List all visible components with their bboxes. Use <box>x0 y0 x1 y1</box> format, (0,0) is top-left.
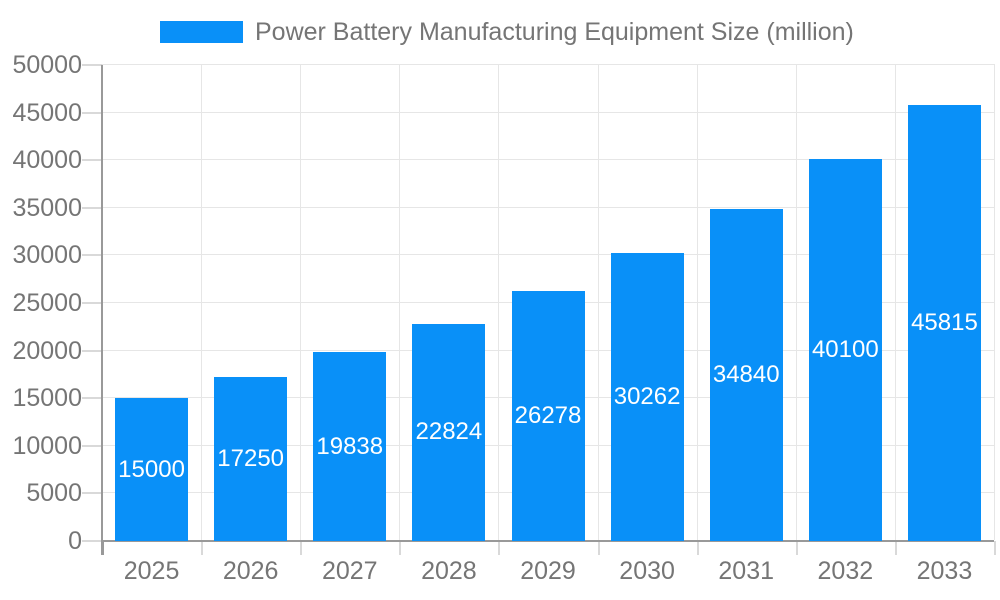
y-tick-label: 5000 <box>26 479 82 508</box>
y-tick-mark <box>82 302 102 304</box>
x-tick-label: 2030 <box>619 557 675 585</box>
h-gridline <box>102 64 994 65</box>
x-tick-label: 2032 <box>817 557 874 585</box>
h-gridline <box>102 254 994 256</box>
h-gridline <box>102 111 994 113</box>
x-tick-label: 2028 <box>421 557 477 585</box>
y-tick-label: 40000 <box>12 146 82 175</box>
h-gridline <box>102 159 994 161</box>
y-tick-mark <box>82 444 102 447</box>
y-tick-label: 10000 <box>12 431 82 460</box>
bar <box>709 209 783 541</box>
x-tick-mark <box>894 541 897 555</box>
y-tick-mark <box>82 111 102 114</box>
v-gridline <box>696 64 698 540</box>
x-tick-label: 2031 <box>718 557 775 585</box>
x-tick-mark <box>994 541 996 555</box>
legend-label: Power Battery Manufacturing Equipment Si… <box>255 17 854 46</box>
y-tick-mark <box>82 397 102 400</box>
x-tick-mark <box>300 541 303 555</box>
v-gridline <box>300 64 302 540</box>
x-tick-mark <box>498 541 501 555</box>
legend: Power Battery Manufacturing Equipment Si… <box>160 16 854 48</box>
x-tick-label: 2033 <box>916 557 973 585</box>
y-tick-label: 50000 <box>12 51 82 79</box>
v-gridline <box>795 64 797 540</box>
bar <box>115 398 189 541</box>
bar-value-label: 15000 <box>118 455 185 483</box>
x-tick-mark <box>201 541 204 555</box>
bar-value-label: 30262 <box>613 382 681 410</box>
bar-value-label: 45815 <box>911 308 978 336</box>
bar <box>412 323 486 541</box>
x-tick-label: 2029 <box>520 557 576 585</box>
x-tick-mark <box>399 541 402 555</box>
y-tick-mark <box>82 540 102 542</box>
x-axis-line <box>102 540 994 542</box>
y-tick-label: 30000 <box>12 241 82 270</box>
x-tick-mark <box>795 541 798 555</box>
v-gridline <box>597 64 599 540</box>
bar-value-label: 22824 <box>415 418 483 446</box>
x-tick-mark <box>597 541 600 555</box>
y-tick-label: 0 <box>68 527 82 555</box>
bar-value-label: 17250 <box>217 444 285 472</box>
bar-value-label: 34840 <box>712 361 780 389</box>
v-gridline <box>894 64 896 540</box>
v-gridline <box>994 64 995 540</box>
x-tick-label: 2025 <box>123 557 180 585</box>
bar <box>907 104 981 541</box>
bar <box>214 376 288 541</box>
y-tick-mark <box>82 254 102 257</box>
y-tick-label: 35000 <box>12 193 82 222</box>
y-tick-mark <box>82 206 102 209</box>
y-tick-mark <box>82 492 102 495</box>
y-tick-mark <box>82 64 102 66</box>
x-tick-mark <box>102 541 104 555</box>
y-tick-label: 15000 <box>12 384 82 413</box>
y-tick-mark <box>82 159 102 162</box>
bar <box>808 159 882 541</box>
y-tick-label: 25000 <box>12 289 82 317</box>
bar-value-label: 26278 <box>514 401 582 429</box>
y-tick-label: 45000 <box>12 98 82 127</box>
legend-swatch <box>160 21 243 43</box>
v-gridline <box>399 64 401 540</box>
bar <box>610 252 684 541</box>
bar-value-label: 40100 <box>811 336 879 364</box>
v-gridline <box>201 64 203 540</box>
y-tick-mark <box>82 349 102 352</box>
x-tick-label: 2026 <box>222 557 279 585</box>
x-tick-mark <box>696 541 699 555</box>
x-tick-label: 2027 <box>321 557 378 585</box>
bar <box>511 290 585 541</box>
y-axis-line <box>101 65 103 555</box>
v-gridline <box>498 64 500 540</box>
bar-value-label: 19838 <box>316 432 384 460</box>
y-tick-label: 20000 <box>12 336 82 365</box>
bar <box>313 352 387 541</box>
h-gridline <box>102 206 994 208</box>
